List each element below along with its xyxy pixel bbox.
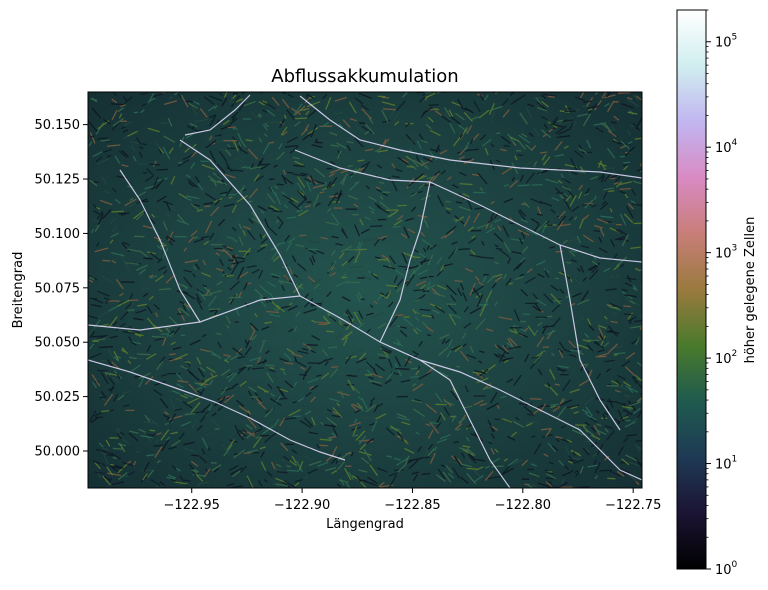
stream-line xyxy=(184,94,251,136)
colorbar-tick-label: 101 xyxy=(715,455,737,473)
y-tick-label: 50.150 xyxy=(35,118,81,133)
x-axis: −122.95 −122.90 −122.85 −122.80 −122.75 xyxy=(164,488,661,513)
y-tick-label: 50.125 xyxy=(35,173,81,188)
y-tick-label: 50.100 xyxy=(35,227,81,242)
colorbar-tick-label: 104 xyxy=(715,138,738,156)
x-tick-label: −122.95 xyxy=(164,498,220,513)
y-axis-label: Breitengrad xyxy=(11,252,26,329)
terrain-stroke xyxy=(92,92,642,488)
stream-network xyxy=(88,94,642,488)
stream-line xyxy=(88,359,346,461)
y-tick-label: 50.050 xyxy=(35,336,81,351)
terrain-stroke xyxy=(89,92,642,488)
x-tick-label: −122.90 xyxy=(274,498,330,513)
colorbar-tick-label: 103 xyxy=(715,244,737,262)
stream-line xyxy=(294,149,642,263)
stream-line xyxy=(179,139,301,297)
terrain-stroke xyxy=(88,92,642,488)
x-tick-label: −122.75 xyxy=(605,498,661,513)
stream-line xyxy=(379,181,431,343)
x-tick-label: −122.85 xyxy=(384,498,440,513)
colorbar-tick-label: 102 xyxy=(715,349,737,367)
y-axis: 50.000 50.025 50.050 50.075 50.100 50.125 50.1… xyxy=(35,118,88,460)
stream-line xyxy=(419,359,511,488)
x-tick-label: −122.80 xyxy=(495,498,551,513)
chart-title: Abflussakkumulation xyxy=(271,66,458,87)
plot-frame xyxy=(87,91,643,489)
y-tick-label: 50.025 xyxy=(35,390,81,405)
colorbar-label: höher gelegene Zellen xyxy=(743,217,758,364)
colorbar-ticks: 100 101 102 103 104 105 xyxy=(706,9,738,578)
stream-line xyxy=(119,169,201,323)
terrain-stroke xyxy=(88,92,642,488)
colorbar-tick-label: 105 xyxy=(715,33,737,51)
colorbar: 100 101 102 103 104 105 höher gelegene Zellen xyxy=(676,9,758,578)
stream-line xyxy=(299,95,642,179)
x-axis-label: Längengrad xyxy=(326,517,404,532)
y-tick-label: 50.075 xyxy=(35,281,81,296)
plot-area xyxy=(88,92,642,488)
colorbar-tick-label: 100 xyxy=(715,560,738,578)
terrain-texture xyxy=(88,92,642,488)
colorbar-gradient xyxy=(676,9,707,570)
y-tick-label: 50.000 xyxy=(35,445,81,460)
stream-line xyxy=(559,244,621,431)
stream-line xyxy=(88,295,642,481)
